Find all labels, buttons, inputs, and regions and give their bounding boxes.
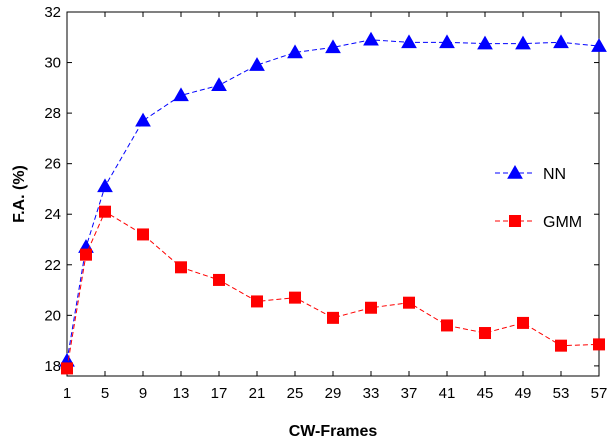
gmm-data-point	[403, 296, 415, 309]
gmm-series-line	[66, 210, 600, 369]
nn-data-point	[135, 112, 151, 127]
gmm-data-point	[593, 338, 605, 351]
x-axis-ticks: 1 5 9 13 17 21 25 29 33 37 41 45 49 53 57	[63, 12, 607, 402]
nn-data-point	[97, 178, 113, 193]
nn-data-point	[515, 35, 531, 50]
gmm-data-point	[80, 248, 92, 261]
x-tick-label: 9	[139, 385, 147, 402]
x-tick-label: 1	[63, 385, 71, 402]
y-tick-label: 22	[44, 257, 61, 274]
gmm-data-point	[441, 319, 453, 332]
y-tick-label: 18	[44, 358, 61, 375]
x-tick-label: 13	[173, 385, 190, 402]
nn-data-point	[553, 34, 569, 49]
y-tick-label: 20	[44, 307, 61, 324]
gmm-data-point	[251, 295, 263, 308]
y-axis-label: F.A. (%)	[11, 165, 28, 223]
nn-data-point	[439, 34, 455, 49]
nn-data-point	[363, 31, 379, 46]
x-tick-label: 53	[553, 385, 570, 402]
nn-data-point	[249, 57, 265, 71]
nn-data-point	[173, 87, 189, 102]
nn-legend-marker	[507, 164, 523, 179]
x-tick-label: 45	[477, 385, 494, 402]
x-tick-label: 41	[439, 385, 456, 402]
nn-data-point	[287, 44, 303, 59]
gmm-data-point	[137, 228, 149, 241]
gmm-data-point	[289, 291, 301, 304]
gmm-data-point	[99, 205, 111, 218]
gmm-data-point	[555, 339, 567, 352]
gmm-data-point	[479, 327, 491, 340]
x-tick-label: 21	[249, 385, 266, 402]
gmm-data-point	[213, 273, 225, 286]
gmm-data-point	[61, 362, 73, 375]
nn-data-point	[325, 39, 341, 54]
x-tick-label: 37	[401, 385, 418, 402]
y-tick-label: 30	[44, 55, 61, 72]
x-axis-label: CW-Frames	[289, 423, 378, 440]
nn-series-line	[66, 39, 600, 361]
x-tick-label: 57	[591, 385, 607, 402]
gmm-data-point	[365, 301, 377, 314]
gmm-legend-marker	[509, 215, 521, 227]
gmm-data-point	[327, 311, 339, 324]
gmm-data-point	[517, 316, 529, 329]
x-tick-label: 17	[211, 385, 228, 402]
y-tick-label: 24	[44, 206, 61, 223]
nn-data-point	[211, 77, 227, 92]
y-tick-label: 26	[44, 156, 61, 173]
legend: NN GMM	[495, 164, 582, 231]
x-tick-label: 25	[287, 385, 304, 402]
series-layer	[59, 31, 607, 375]
nn-data-point	[591, 38, 607, 52]
nn-data-point	[477, 35, 493, 50]
nn-legend-label: NN	[543, 166, 566, 183]
x-tick-label: 33	[363, 385, 380, 402]
y-tick-label: 32	[44, 4, 61, 21]
x-tick-label: 49	[515, 385, 532, 402]
x-tick-label: 5	[101, 385, 109, 402]
y-axis-ticks: 18 20 22 24 26 28 30 32	[44, 4, 599, 375]
gmm-data-point	[175, 261, 187, 274]
nn-data-point	[401, 34, 417, 49]
x-tick-label: 29	[325, 385, 342, 402]
y-tick-label: 28	[44, 105, 61, 122]
gmm-legend-label: GMM	[543, 214, 582, 231]
